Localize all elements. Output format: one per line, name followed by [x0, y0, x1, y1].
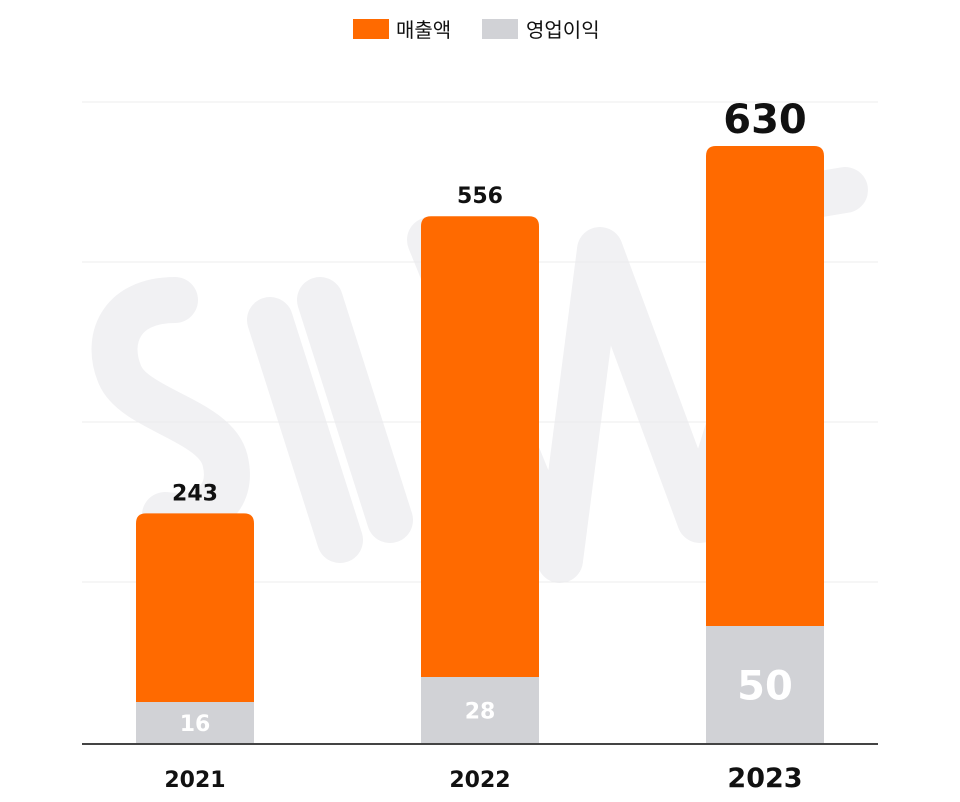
revenue-bar-2021	[136, 513, 254, 702]
legend-label-profit: 영업이익	[526, 18, 600, 42]
bars-group: 243 16 2021 556 28 2022 630 50 2023	[136, 97, 824, 794]
profit-value-label-2022: 28	[465, 699, 496, 724]
revenue-value-label-2023: 630	[723, 97, 807, 143]
legend-swatch-profit	[482, 19, 518, 39]
legend-label-revenue: 매출액	[396, 18, 451, 42]
revenue-bar-2023	[706, 146, 824, 626]
profit-value-label-2023: 50	[737, 663, 793, 709]
profit-bar-2021	[136, 702, 254, 744]
revenue-value-label-2021: 243	[172, 481, 218, 506]
revenue-bar-2022	[421, 216, 539, 677]
x-tick-label-2021: 2021	[164, 768, 225, 793]
profit-bar-2022	[421, 677, 539, 744]
legend: 매출액 영업이익	[353, 18, 600, 42]
revenue-value-label-2022: 556	[457, 184, 503, 209]
profit-value-label-2021: 16	[180, 712, 211, 737]
x-tick-label-2023: 2023	[727, 763, 802, 794]
x-tick-label-2022: 2022	[449, 768, 510, 793]
legend-swatch-revenue	[353, 19, 389, 39]
profit-bar-2023	[706, 626, 824, 744]
